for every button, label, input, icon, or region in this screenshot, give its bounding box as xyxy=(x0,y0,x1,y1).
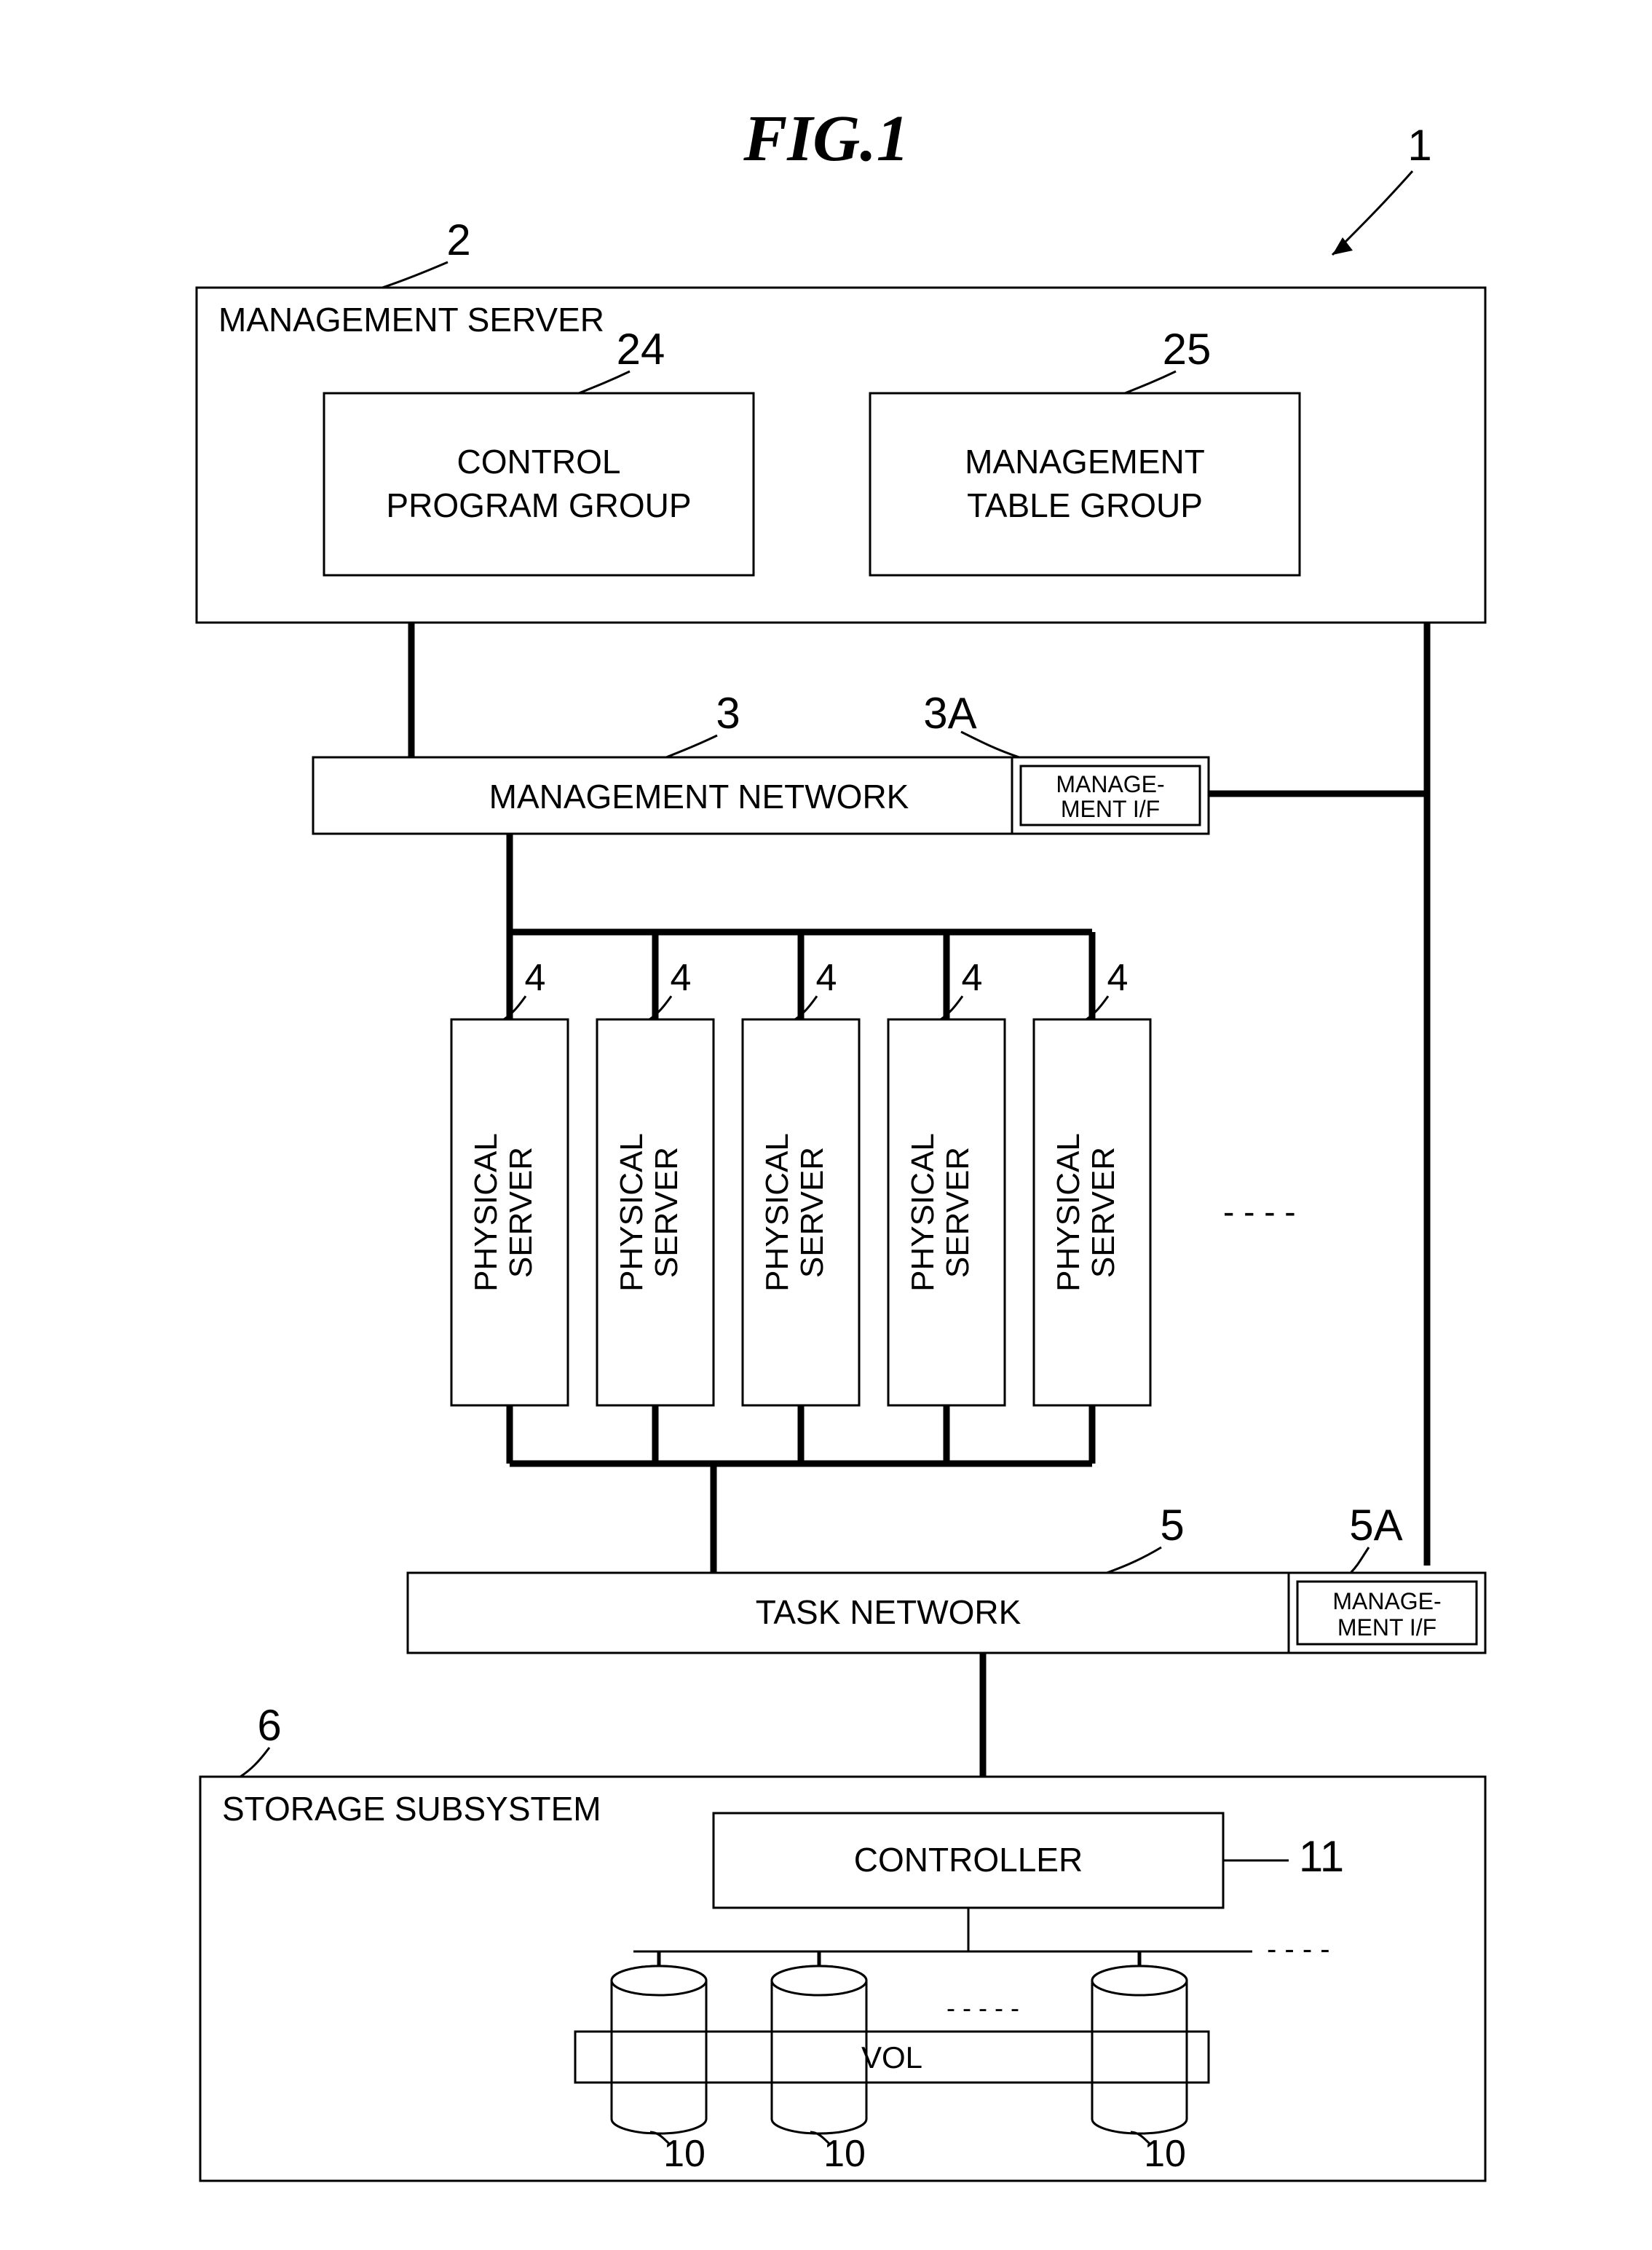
phys-l2-0: SERVER xyxy=(503,1147,539,1278)
lead-mgmt-if-bot xyxy=(1351,1547,1369,1573)
mgmt-if-bot-l2: MENT I/F xyxy=(1337,1614,1436,1641)
lead-cpg xyxy=(579,371,630,393)
mgmt-if-bot-l1: MANAGE- xyxy=(1332,1588,1441,1614)
callout-controller: 11 xyxy=(1299,1832,1344,1881)
phys-l1-0: PHYSICAL xyxy=(468,1133,504,1292)
callout-phys-3: 4 xyxy=(962,957,983,999)
vol-bus-dots: - - - - xyxy=(1267,1933,1330,1965)
phys-l2-4: SERVER xyxy=(1086,1147,1121,1278)
cpg-box xyxy=(324,393,754,575)
callout-vol-1: 10 xyxy=(823,2133,866,2175)
phys-l2-2: SERVER xyxy=(794,1147,830,1278)
lead-mgmt-if-top xyxy=(961,732,1019,757)
callout-task-net: 5 xyxy=(1160,1501,1184,1550)
storage-label: STORAGE SUBSYSTEM xyxy=(222,1790,601,1828)
lead-storage xyxy=(240,1748,269,1777)
vol-cyl-top-0 xyxy=(612,1966,706,1995)
mgmt-network-label: MANAGEMENT NETWORK xyxy=(489,778,909,816)
mgmt-if-top-l2: MENT I/F xyxy=(1061,796,1160,822)
phys-l2-1: SERVER xyxy=(649,1147,684,1278)
callout-mtg: 25 xyxy=(1163,325,1212,374)
phys-l2-3: SERVER xyxy=(940,1147,976,1278)
phys-l1-4: PHYSICAL xyxy=(1051,1133,1086,1292)
lead-system-arrow xyxy=(1332,237,1353,255)
callout-mgmt-if-bot: 5A xyxy=(1349,1501,1402,1550)
lead-task-net xyxy=(1107,1547,1161,1573)
cpg-l2: PROGRAM GROUP xyxy=(386,486,691,524)
lead-mtg xyxy=(1125,371,1176,393)
mtg-l1: MANAGEMENT xyxy=(965,443,1205,481)
controller-label: CONTROLLER xyxy=(854,1841,1083,1879)
phys-dots: - - - - xyxy=(1223,1193,1296,1231)
vol-bar-dots: - - - - - xyxy=(946,1993,1019,2023)
cpg-l1: CONTROL xyxy=(457,443,621,481)
callout-phys-2: 4 xyxy=(816,957,837,999)
mtg-box xyxy=(870,393,1300,575)
phys-l1-1: PHYSICAL xyxy=(614,1133,649,1292)
callout-phys-4: 4 xyxy=(1107,957,1129,999)
task-network-label: TASK NETWORK xyxy=(756,1593,1021,1631)
callout-mgmt-server: 2 xyxy=(446,216,470,264)
callout-vol-2: 10 xyxy=(1144,2133,1186,2175)
callout-phys-1: 4 xyxy=(671,957,692,999)
phys-l1-2: PHYSICAL xyxy=(759,1133,795,1292)
callout-vol-0: 10 xyxy=(663,2133,706,2175)
mtg-l2: TABLE GROUP xyxy=(967,486,1203,524)
callout-cpg: 24 xyxy=(617,325,665,374)
callout-phys-0: 4 xyxy=(525,957,546,999)
mgmt-if-top-l1: MANAGE- xyxy=(1056,771,1164,797)
phys-l1-3: PHYSICAL xyxy=(905,1133,941,1292)
figure-title: FIG.1 xyxy=(743,103,909,175)
lead-mgmt-server xyxy=(382,262,448,288)
callout-mgmt-net: 3 xyxy=(716,689,740,738)
callout-storage: 6 xyxy=(257,1701,281,1750)
callout-mgmt-if-top: 3A xyxy=(923,689,976,738)
vol-label: VOL xyxy=(861,2040,922,2075)
vol-cyl-top-2 xyxy=(1092,1966,1187,1995)
lead-mgmt-net xyxy=(666,735,717,757)
management-server-label: MANAGEMENT SERVER xyxy=(218,301,604,339)
callout-system: 1 xyxy=(1407,121,1431,170)
vol-cyl-top-1 xyxy=(772,1966,866,1995)
